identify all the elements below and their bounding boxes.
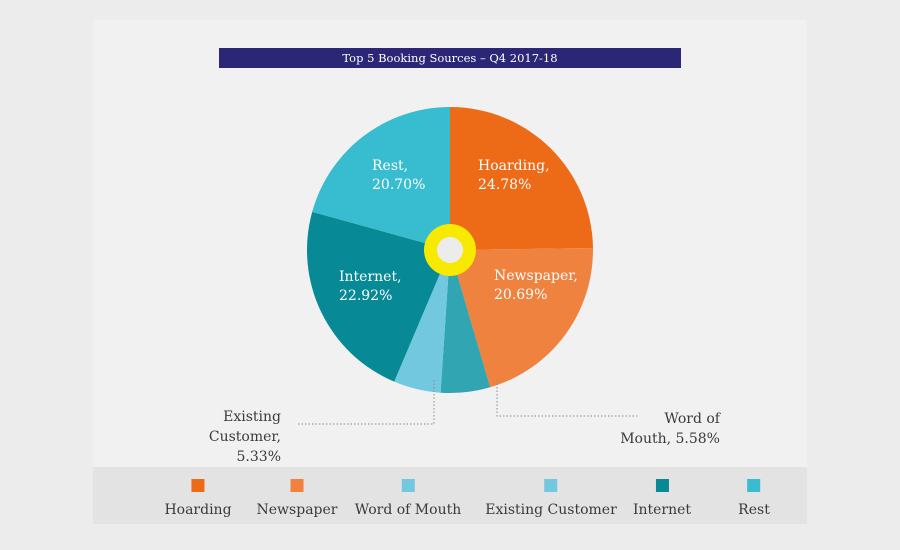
legend-item-internet: Internet (633, 479, 691, 518)
pie-slice-internet (306, 211, 450, 382)
callout-wom-line2: Mouth, 5.58% (620, 431, 720, 447)
slice-label-hoarding: Hoarding, 24.78% (478, 158, 550, 193)
pie-slice-rest (312, 107, 450, 250)
callout-wom-line1: Word of (664, 411, 720, 427)
legend-label-newspaper: Newspaper (256, 502, 338, 518)
callout-existing-customer: Existing Customer, 5.33% (180, 407, 281, 467)
center-hole (437, 237, 463, 263)
leader-line-word-of-mouth (496, 380, 638, 417)
pie-slice-existing-customer (394, 250, 450, 393)
callout-existing-line2: Customer, 5.33% (208, 429, 281, 465)
legend (93, 467, 807, 524)
slice-label-rest: Rest, 20.70% (372, 158, 425, 193)
legend-swatch-hoarding (191, 479, 205, 492)
legend-swatch-newspaper (290, 479, 304, 492)
legend-swatch-word-of-mouth (401, 479, 415, 492)
pie-slice-hoarding (450, 107, 593, 250)
slice-label-newspaper: Newspaper, 20.69% (494, 268, 578, 303)
legend-swatch-internet (655, 479, 669, 492)
leader-line-existing-customer (296, 380, 435, 425)
legend-swatch-existing-customer (544, 479, 558, 492)
legend-label-hoarding: Hoarding (164, 502, 232, 518)
legend-item-rest: Rest (738, 479, 770, 518)
legend-label-internet: Internet (632, 502, 692, 518)
callout-existing-line1: Existing (223, 409, 281, 425)
pie-slice-newspaper (450, 248, 593, 388)
pie-slice-word-of-mouth (440, 250, 491, 393)
slice-label-internet: Internet, 22.92% (339, 269, 402, 304)
legend-swatch-rest (747, 479, 761, 492)
legend-item-existing-customer: Existing Customer (485, 479, 617, 518)
legend-label-existing-customer: Existing Customer (485, 502, 617, 518)
legend-label-word-of-mouth: Word of Mouth (354, 502, 462, 518)
legend-item-newspaper: Newspaper (256, 479, 338, 518)
legend-label-rest: Rest (738, 502, 770, 518)
callout-word-of-mouth: Word of Mouth, 5.58% (610, 409, 720, 449)
legend-item-word-of-mouth: Word of Mouth (355, 479, 461, 518)
legend-item-hoarding: Hoarding (164, 479, 232, 518)
chart-title: Top 5 Booking Sources – Q4 2017-18 (219, 48, 681, 68)
